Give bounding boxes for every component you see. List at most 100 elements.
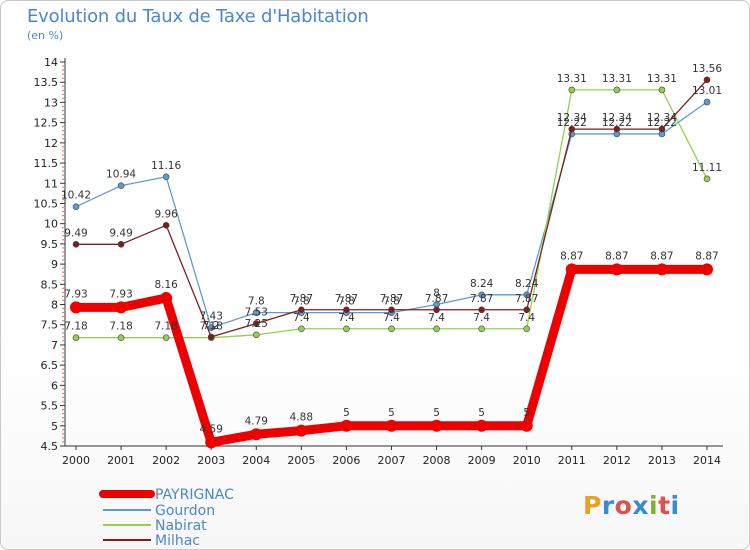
x-tick-label: 2011 bbox=[558, 454, 586, 467]
data-point bbox=[433, 325, 440, 333]
y-minor-tick bbox=[62, 214, 64, 217]
y-minor-tick bbox=[62, 105, 64, 108]
data-point bbox=[523, 306, 531, 314]
data-label: 12.22 bbox=[602, 117, 632, 129]
y-minor-tick bbox=[62, 299, 64, 302]
y-minor-tick bbox=[62, 190, 64, 193]
data-point bbox=[385, 419, 398, 432]
y-minor-tick bbox=[62, 275, 64, 277]
legend-label: Gourdon bbox=[155, 503, 215, 519]
y-minor-tick bbox=[62, 392, 64, 395]
y-minor-tick bbox=[62, 247, 64, 249]
data-label: 8.87 bbox=[605, 250, 628, 262]
y-minor-tick bbox=[62, 93, 64, 96]
data-label: 7.4 bbox=[338, 312, 355, 324]
data-label: 13.31 bbox=[647, 73, 677, 85]
x-tick-label: 2008 bbox=[423, 454, 451, 467]
y-minor-tick bbox=[62, 412, 64, 415]
data-point bbox=[117, 334, 125, 341]
y-minor-tick bbox=[62, 417, 64, 419]
y-minor-tick bbox=[62, 368, 64, 370]
data-label: 7.53 bbox=[245, 307, 268, 319]
x-tick-label: 2014 bbox=[693, 454, 721, 467]
data-label: 7.4 bbox=[473, 312, 490, 324]
data-point bbox=[343, 306, 350, 314]
data-label: 10.42 bbox=[61, 190, 91, 202]
data-point bbox=[117, 182, 125, 189]
y-minor-tick bbox=[62, 380, 64, 383]
data-label: 10.94 bbox=[106, 169, 136, 181]
y-minor-tick bbox=[62, 210, 64, 213]
data-label: 13.01 bbox=[692, 85, 722, 97]
data-point bbox=[475, 419, 488, 432]
data-point bbox=[162, 334, 170, 341]
y-minor-tick bbox=[62, 279, 64, 281]
y-minor-tick bbox=[62, 251, 64, 253]
data-point bbox=[478, 306, 485, 314]
chart-title: Evolution du Taux de Taxe d'Habitation bbox=[27, 6, 369, 27]
y-minor-tick bbox=[62, 130, 64, 132]
y-minor-tick bbox=[62, 311, 64, 314]
data-label: 7.18 bbox=[154, 321, 177, 333]
data-point bbox=[565, 263, 578, 276]
data-label: 7.87 bbox=[335, 293, 358, 305]
y-tick-label: 7.5 bbox=[41, 319, 59, 332]
data-point bbox=[250, 428, 263, 441]
data-point bbox=[701, 263, 713, 276]
legend-label: PAYRIGNAC bbox=[155, 487, 234, 503]
data-label: 9.96 bbox=[154, 208, 178, 220]
y-minor-tick bbox=[62, 113, 64, 116]
data-label: 13.56 bbox=[692, 63, 722, 75]
y-minor-tick bbox=[62, 125, 64, 128]
x-tick-label: 2005 bbox=[287, 454, 315, 467]
data-point bbox=[205, 436, 218, 449]
y-minor-tick bbox=[62, 178, 64, 180]
data-point bbox=[70, 301, 82, 314]
x-tick-label: 2012 bbox=[603, 454, 631, 467]
x-tick-label: 2001 bbox=[107, 454, 135, 467]
data-label: 7.8 bbox=[293, 296, 310, 308]
data-point bbox=[162, 222, 170, 229]
data-label: 12.22 bbox=[557, 117, 587, 129]
y-minor-tick bbox=[62, 388, 64, 391]
data-point bbox=[160, 292, 173, 305]
data-label: 8.87 bbox=[650, 250, 673, 262]
data-label: 7.4 bbox=[383, 312, 400, 324]
data-point bbox=[340, 419, 353, 432]
data-point bbox=[613, 125, 621, 133]
logo-letter: t bbox=[658, 491, 671, 520]
y-minor-tick bbox=[62, 194, 64, 197]
data-label: 7.4 bbox=[293, 312, 310, 324]
y-tick-label: 13.5 bbox=[34, 76, 59, 89]
y-minor-tick bbox=[62, 109, 64, 112]
y-minor-tick bbox=[62, 77, 64, 79]
y-tick-label: 8 bbox=[51, 299, 58, 312]
x-tick-label: 2009 bbox=[468, 454, 496, 467]
data-point bbox=[655, 263, 668, 276]
y-minor-tick bbox=[62, 170, 64, 172]
data-label: 5 bbox=[343, 407, 350, 419]
data-point bbox=[568, 86, 576, 94]
data-point bbox=[520, 419, 533, 432]
data-point bbox=[252, 320, 260, 327]
y-minor-tick bbox=[62, 134, 64, 136]
data-point bbox=[117, 240, 125, 248]
logo-letter: i bbox=[649, 491, 659, 520]
data-label: 13.31 bbox=[602, 73, 632, 85]
y-minor-tick bbox=[62, 287, 64, 290]
y-minor-tick bbox=[62, 146, 64, 148]
x-tick-label: 2007 bbox=[378, 454, 406, 467]
data-point bbox=[478, 291, 485, 299]
data-point bbox=[298, 306, 305, 314]
y-minor-tick bbox=[62, 340, 64, 342]
y-minor-tick bbox=[62, 239, 64, 241]
y-minor-tick bbox=[62, 441, 64, 443]
y-minor-tick bbox=[62, 319, 64, 322]
y-minor-tick bbox=[62, 231, 64, 233]
y-tick-label: 5 bbox=[51, 420, 58, 433]
data-label: 7.8 bbox=[338, 296, 355, 308]
data-point bbox=[658, 125, 666, 133]
y-minor-tick bbox=[62, 73, 64, 75]
